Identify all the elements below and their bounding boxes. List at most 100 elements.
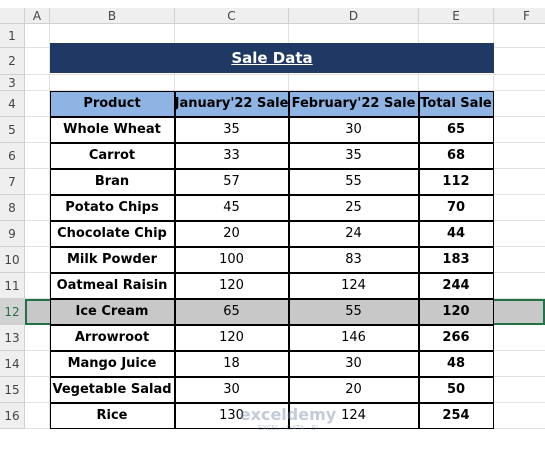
value-cell: 120 — [174, 272, 289, 299]
value-cell: 30 — [174, 376, 289, 403]
product-cell: Rice — [49, 402, 175, 429]
cell — [494, 195, 545, 221]
product-cell: Bran — [49, 168, 175, 195]
product-cell: Oatmeal Raisin — [49, 272, 175, 299]
value-cell: 124 — [288, 272, 419, 299]
row-header[interactable]: 14 — [0, 351, 25, 377]
value-cell: 50 — [418, 376, 494, 403]
cell — [494, 247, 545, 273]
value-cell: 48 — [418, 350, 494, 377]
cell — [494, 351, 545, 377]
row-header[interactable]: 2 — [0, 48, 25, 75]
value-cell: 55 — [288, 298, 419, 325]
row-header[interactable]: 12 — [0, 299, 25, 325]
value-cell: 266 — [418, 324, 494, 351]
cell — [25, 273, 50, 299]
cell — [494, 403, 545, 429]
row-header[interactable]: 7 — [0, 169, 25, 195]
value-cell: 120 — [174, 324, 289, 351]
value-cell: 124 — [288, 402, 419, 429]
product-cell: Whole Wheat — [49, 116, 175, 143]
corner — [0, 8, 25, 24]
cell — [50, 75, 175, 91]
value-cell: 130 — [174, 402, 289, 429]
cell — [25, 75, 50, 91]
sheet-title: Sale Data — [50, 43, 494, 73]
value-cell: 100 — [174, 246, 289, 273]
cell — [289, 75, 419, 91]
row-header[interactable]: 15 — [0, 377, 25, 403]
row-header[interactable]: 5 — [0, 117, 25, 143]
column-header[interactable]: C — [175, 8, 289, 24]
column-header[interactable]: B — [50, 8, 175, 24]
cell — [25, 91, 50, 117]
product-cell: Milk Powder — [49, 246, 175, 273]
product-cell: Potato Chips — [49, 194, 175, 221]
product-cell: Carrot — [49, 142, 175, 169]
value-cell: 70 — [418, 194, 494, 221]
row-header[interactable]: 11 — [0, 273, 25, 299]
value-cell: 20 — [288, 376, 419, 403]
cell — [25, 195, 50, 221]
value-cell: 146 — [288, 324, 419, 351]
cell — [494, 325, 545, 351]
row-header[interactable]: 4 — [0, 91, 25, 117]
row-header[interactable]: 8 — [0, 195, 25, 221]
row-header[interactable]: 1 — [0, 24, 25, 48]
value-cell: 44 — [418, 220, 494, 247]
value-cell: 33 — [174, 142, 289, 169]
product-cell: Vegetable Salad — [49, 376, 175, 403]
cell — [494, 24, 545, 48]
cell — [25, 351, 50, 377]
table-header: Product — [49, 90, 175, 117]
value-cell: 254 — [418, 402, 494, 429]
table-header: February'22 Sale — [288, 90, 419, 117]
value-cell: 65 — [174, 298, 289, 325]
cell — [494, 75, 545, 91]
cell — [494, 48, 545, 75]
value-cell: 24 — [288, 220, 419, 247]
value-cell: 20 — [174, 220, 289, 247]
cell — [494, 91, 545, 117]
value-cell: 244 — [418, 272, 494, 299]
product-cell: Ice Cream — [49, 298, 175, 325]
product-cell: Arrowroot — [49, 324, 175, 351]
row-header[interactable]: 6 — [0, 143, 25, 169]
cell — [419, 75, 494, 91]
cell — [25, 325, 50, 351]
value-cell: 30 — [288, 116, 419, 143]
row-header[interactable]: 13 — [0, 325, 25, 351]
value-cell: 57 — [174, 168, 289, 195]
row-header[interactable]: 10 — [0, 247, 25, 273]
cell — [175, 75, 289, 91]
value-cell: 55 — [288, 168, 419, 195]
column-header[interactable]: A — [25, 8, 50, 24]
cell — [25, 169, 50, 195]
cell — [25, 403, 50, 429]
cell — [25, 143, 50, 169]
cell — [25, 221, 50, 247]
value-cell: 183 — [418, 246, 494, 273]
value-cell: 65 — [418, 116, 494, 143]
value-cell: 18 — [174, 350, 289, 377]
row-header[interactable]: 3 — [0, 75, 25, 91]
value-cell: 35 — [174, 116, 289, 143]
cell — [494, 273, 545, 299]
value-cell: 68 — [418, 142, 494, 169]
column-header[interactable]: E — [419, 8, 494, 24]
row-header[interactable]: 16 — [0, 403, 25, 429]
product-cell: Chocolate Chip — [49, 220, 175, 247]
cell — [25, 117, 50, 143]
cell — [494, 143, 545, 169]
product-cell: Mango Juice — [49, 350, 175, 377]
row-header[interactable]: 9 — [0, 221, 25, 247]
column-header[interactable]: F — [494, 8, 545, 24]
value-cell: 83 — [288, 246, 419, 273]
value-cell: 45 — [174, 194, 289, 221]
column-header[interactable]: D — [289, 8, 419, 24]
watermark-brand: exceldemy — [239, 404, 337, 424]
cell — [494, 169, 545, 195]
table-header: January'22 Sale — [174, 90, 289, 117]
cell — [494, 221, 545, 247]
cell — [419, 403, 494, 429]
